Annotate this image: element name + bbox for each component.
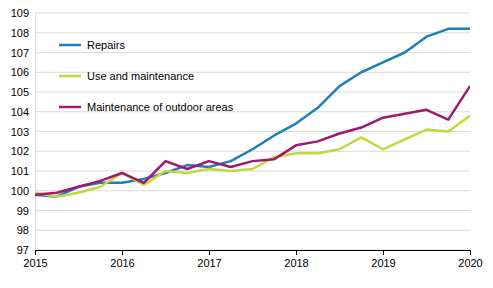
- legend-label: Use and maintenance: [87, 70, 194, 82]
- grid-line: [35, 190, 470, 191]
- y-tick-label: 102: [11, 145, 29, 157]
- y-tick: 98: [17, 224, 35, 236]
- y-tick-label: 109: [11, 7, 29, 19]
- y-tick: 108: [11, 27, 35, 39]
- y-tick: 109: [11, 7, 35, 19]
- y-axis: 97 98 99 100 101 102 103 104 105 106 107 108 109: [11, 7, 36, 256]
- x-tick: 2015: [23, 250, 47, 269]
- legend-swatch: [59, 44, 81, 47]
- y-tick: 99: [17, 205, 35, 217]
- grid-line: [35, 131, 470, 132]
- x-tick-mark: [383, 250, 384, 255]
- x-tick: 2017: [197, 250, 221, 269]
- x-tick: 2020: [458, 250, 482, 269]
- series-line: [35, 29, 470, 197]
- grid-line: [35, 171, 470, 172]
- x-tick-label: 2016: [110, 257, 134, 269]
- y-tick-label: 106: [11, 66, 29, 78]
- y-tick-label: 101: [11, 165, 29, 177]
- x-tick: 2018: [284, 250, 308, 269]
- grid-line: [35, 151, 470, 152]
- y-tick-label: 105: [11, 86, 29, 98]
- grid-line: [35, 210, 470, 211]
- y-tick-label: 108: [11, 27, 29, 39]
- grid-line: [35, 230, 470, 231]
- y-tick: 104: [11, 106, 35, 118]
- y-tick-label: 104: [11, 106, 29, 118]
- y-tick-label: 100: [11, 185, 29, 197]
- x-tick: 2016: [110, 250, 134, 269]
- x-tick-mark: [122, 250, 123, 255]
- grid: [35, 13, 470, 250]
- x-axis: 2015 2016 2017 2018 2019 2020: [23, 250, 482, 269]
- y-tick: 100: [11, 185, 35, 197]
- chart: 97 98 99 100 101 102 103 104 105 106 107 108 109 2015…: [0, 0, 493, 288]
- x-tick-label: 2018: [284, 257, 308, 269]
- x-tick-mark: [209, 250, 210, 255]
- y-tick: 103: [11, 126, 35, 138]
- y-tick-label: 97: [17, 244, 29, 256]
- y-axis-line: [35, 14, 36, 251]
- y-tick-label: 103: [11, 126, 29, 138]
- x-tick-mark: [470, 250, 471, 255]
- x-tick-label: 2015: [23, 257, 47, 269]
- grid-line: [35, 13, 470, 14]
- x-tick-mark: [35, 250, 36, 255]
- x-tick-label: 2020: [458, 257, 482, 269]
- legend-label: Repairs: [87, 39, 125, 51]
- legend-swatch: [59, 75, 81, 78]
- y-tick: 105: [11, 86, 35, 98]
- x-tick-label: 2019: [371, 257, 395, 269]
- y-tick: 97: [17, 244, 35, 256]
- legend-swatch: [59, 106, 81, 109]
- grid-line: [35, 92, 470, 93]
- x-axis-line: [36, 251, 471, 256]
- legend-label: Maintenance of outdoor areas: [87, 101, 234, 113]
- series-line: [35, 86, 470, 195]
- y-tick: 106: [11, 66, 35, 78]
- lines: [35, 29, 470, 197]
- y-tick: 107: [11, 47, 35, 59]
- y-tick-label: 99: [17, 205, 29, 217]
- series-line: [35, 116, 470, 197]
- x-tick-label: 2017: [197, 257, 221, 269]
- x-tick: 2019: [371, 250, 395, 269]
- y-tick: 101: [11, 165, 35, 177]
- legend: Repairs Use and maintenance Maintenance of…: [59, 39, 234, 113]
- grid-line: [35, 32, 470, 33]
- x-tick-mark: [296, 250, 297, 255]
- y-tick-label: 107: [11, 47, 29, 59]
- y-tick: 102: [11, 145, 35, 157]
- y-tick-label: 98: [17, 224, 29, 236]
